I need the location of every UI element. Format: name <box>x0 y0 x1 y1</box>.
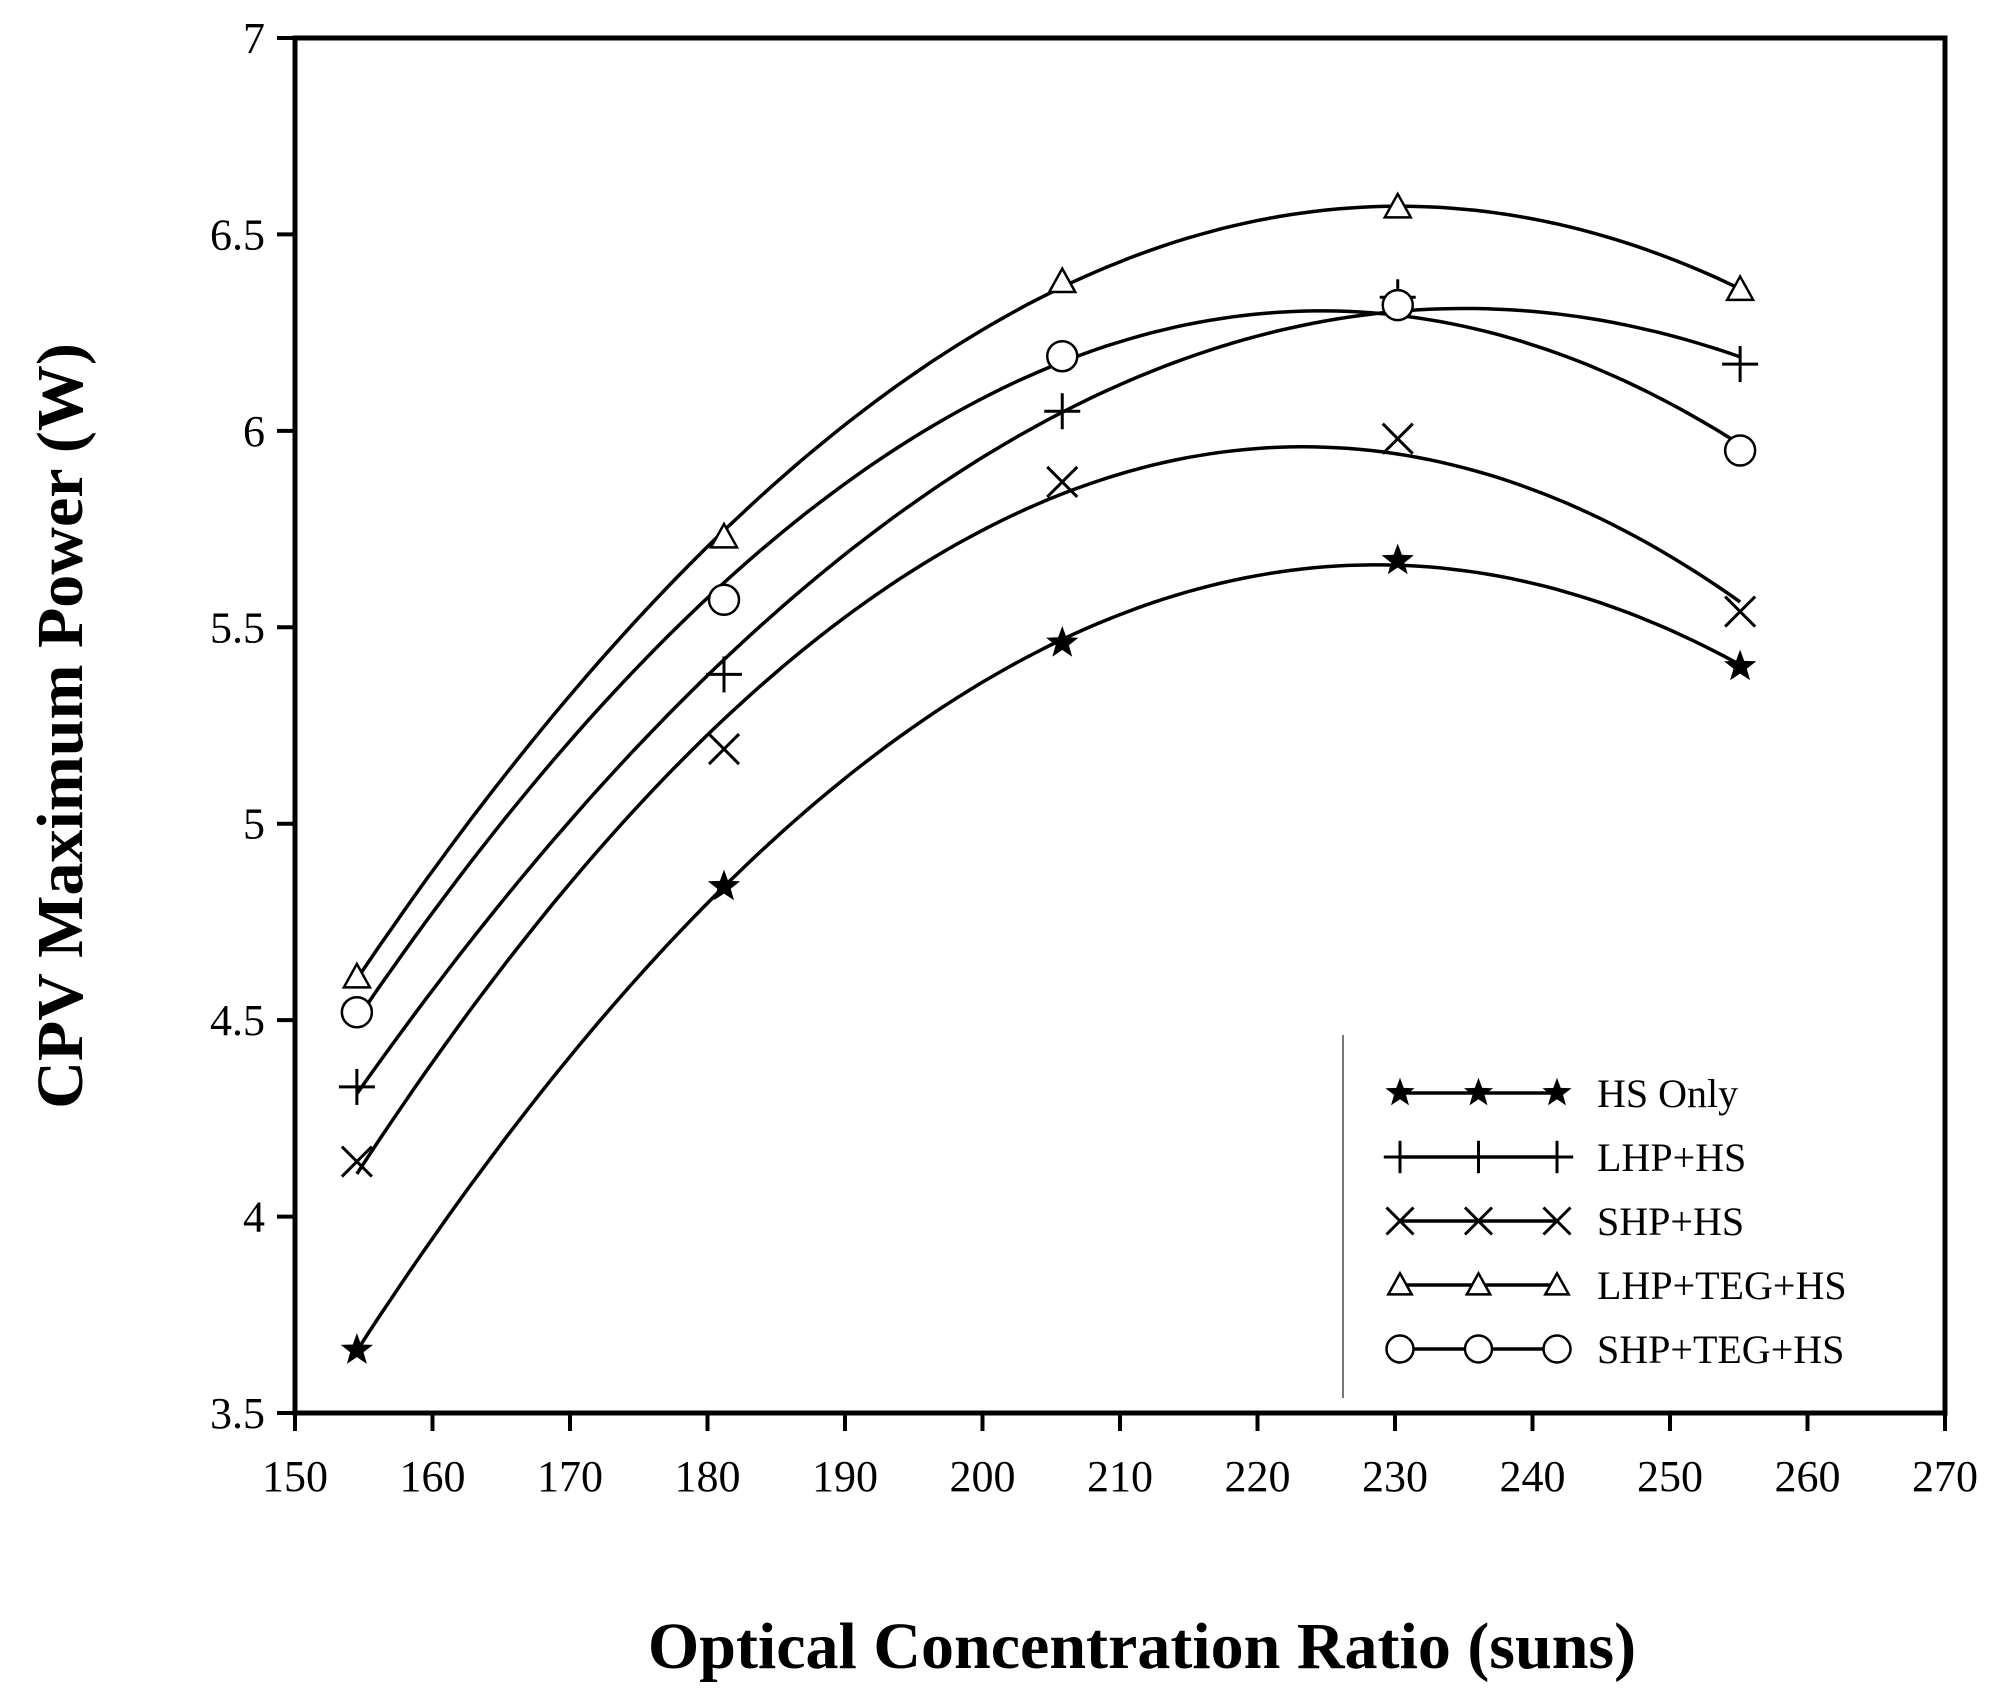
series-curve <box>355 445 1742 1175</box>
marker-star <box>1463 1077 1494 1106</box>
marker-circle <box>707 583 741 617</box>
y-tick-label: 6.5 <box>210 210 265 259</box>
legend-label: SHP+TEG+HS <box>1597 1327 1844 1372</box>
marker-plus <box>1383 1140 1417 1174</box>
x-tick-label: 190 <box>812 1452 878 1501</box>
marker-star <box>707 869 741 901</box>
marker-triangle <box>708 521 740 549</box>
x-tick-label: 200 <box>950 1452 1016 1501</box>
y-tick-label: 6 <box>243 407 265 456</box>
marker-cross <box>1046 465 1079 498</box>
legend-entry: LHP+TEG+HS <box>1386 1263 1847 1308</box>
legend-entry: LHP+HS <box>1383 1135 1746 1180</box>
marker-triangle <box>1382 191 1413 219</box>
x-tick-label: 250 <box>1637 1452 1703 1501</box>
series-markers <box>338 191 1759 1364</box>
x-axis-title: Optical Concentration Ratio (suns) <box>648 1610 1636 1683</box>
legend-label: HS Only <box>1597 1071 1738 1116</box>
marker-cross <box>1385 1206 1415 1236</box>
marker-triangle <box>1464 1270 1493 1296</box>
legend: HS Only LHP+HS SHP+HS LHP+TEG+HS SHP+TEG+HS <box>1342 1035 1847 1398</box>
marker-cross <box>1381 422 1414 455</box>
marker-circle <box>340 996 374 1029</box>
series-curve <box>355 563 1741 1352</box>
marker-cross <box>340 1145 373 1178</box>
marker-star <box>340 1333 373 1364</box>
marker-triangle <box>1047 265 1078 294</box>
marker-triangle <box>1725 273 1756 302</box>
marker-plus <box>1540 1140 1574 1174</box>
y-tick-label: 4.5 <box>210 996 265 1045</box>
legend-label: SHP+HS <box>1597 1199 1744 1244</box>
marker-circle <box>1381 288 1414 322</box>
x-tick-label: 180 <box>675 1452 741 1501</box>
marker-plus <box>1722 346 1759 383</box>
marker-cross <box>1463 1206 1494 1236</box>
x-tick-label: 160 <box>400 1452 466 1501</box>
marker-plus <box>338 1068 375 1105</box>
x-tick-label: 170 <box>537 1452 603 1501</box>
x-tick-label: 210 <box>1087 1452 1153 1501</box>
marker-circle <box>1385 1334 1415 1364</box>
marker-star <box>1385 1077 1415 1106</box>
x-tick-label: 150 <box>262 1452 328 1501</box>
x-tick-label: 230 <box>1362 1452 1428 1501</box>
marker-circle <box>1542 1334 1572 1364</box>
marker-star <box>1724 649 1757 681</box>
y-tick-label: 3.5 <box>210 1389 265 1438</box>
series-curve <box>355 204 1741 981</box>
marker-plus <box>706 656 742 693</box>
series-curves <box>355 204 1742 1352</box>
marker-star <box>1046 626 1079 657</box>
marker-cross <box>1542 1206 1572 1236</box>
legend-entry: SHP+HS <box>1385 1199 1744 1244</box>
marker-star <box>1542 1077 1572 1106</box>
marker-plus <box>1044 393 1081 430</box>
legend-label: LHP+TEG+HS <box>1597 1263 1847 1308</box>
y-tick-label: 5 <box>243 800 265 849</box>
marker-circle <box>1463 1334 1494 1364</box>
marker-triangle <box>1386 1270 1414 1296</box>
marker-cross <box>707 733 741 766</box>
marker-plus <box>1462 1140 1495 1174</box>
series-curve <box>355 309 1742 1021</box>
y-tick-label: 4 <box>243 1193 265 1242</box>
legend-label: LHP+HS <box>1597 1135 1746 1180</box>
x-tick-label: 260 <box>1775 1452 1841 1501</box>
marker-cross <box>1724 595 1757 628</box>
y-tick-label: 7 <box>243 14 265 63</box>
x-tick-label: 270 <box>1912 1452 1978 1501</box>
x-tick-label: 240 <box>1500 1452 1566 1501</box>
y-tick-label: 5.5 <box>210 603 265 652</box>
marker-star <box>1381 543 1414 575</box>
marker-triangle <box>1543 1270 1571 1296</box>
x-tick-label: 220 <box>1225 1452 1291 1501</box>
axis-ticks: 150 160 170 180 190 200 210 220 230 240 250 260 270 3… <box>210 14 1978 1501</box>
marker-circle <box>1046 339 1079 373</box>
y-axis-title: CPV Maximum Power (W) <box>24 343 97 1109</box>
series-curve <box>355 306 1741 1095</box>
marker-circle <box>1723 434 1757 467</box>
marker-triangle <box>341 961 372 989</box>
legend-entry: SHP+TEG+HS <box>1385 1327 1844 1372</box>
legend-entry: HS Only <box>1385 1071 1738 1116</box>
